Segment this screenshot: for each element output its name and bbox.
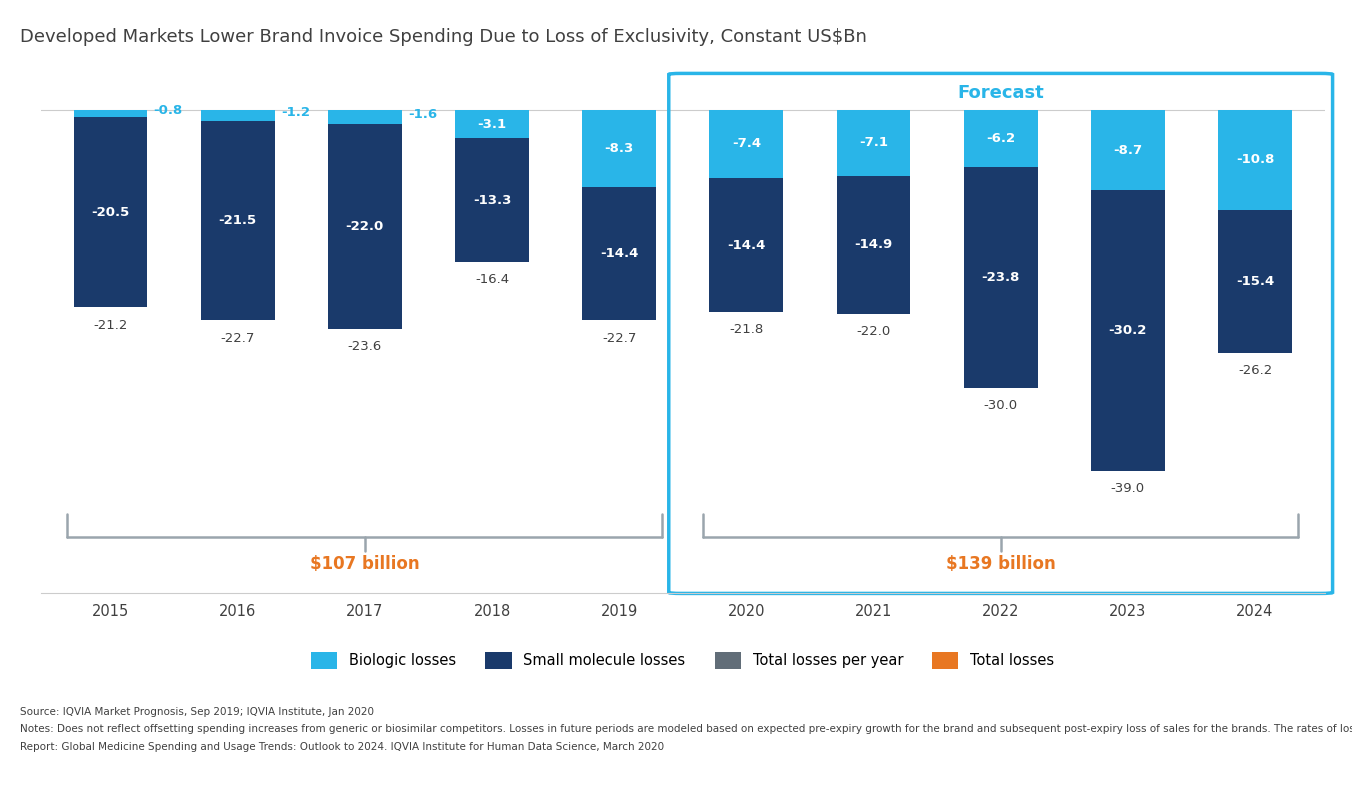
Text: -8.7: -8.7 — [1113, 144, 1142, 156]
Text: -3.1: -3.1 — [477, 118, 507, 130]
Bar — [710, 179, 783, 312]
Bar — [1218, 210, 1293, 353]
Text: -26.2: -26.2 — [1238, 364, 1272, 377]
Text: -15.4: -15.4 — [1236, 275, 1274, 288]
Text: -10.8: -10.8 — [1236, 153, 1274, 166]
Bar — [583, 110, 656, 186]
Text: -14.4: -14.4 — [600, 247, 638, 260]
Legend: Biologic losses, Small molecule losses, Total losses per year, Total losses: Biologic losses, Small molecule losses, … — [306, 645, 1060, 675]
Text: Source: IQVIA Market Prognosis, Sep 2019; IQVIA Institute, Jan 2020: Source: IQVIA Market Prognosis, Sep 2019… — [20, 707, 375, 717]
Bar — [456, 110, 529, 138]
Text: -30.2: -30.2 — [1109, 324, 1146, 337]
Bar — [1091, 190, 1164, 471]
Text: -21.2: -21.2 — [93, 318, 127, 332]
Text: -14.9: -14.9 — [854, 239, 892, 251]
Text: -21.8: -21.8 — [729, 323, 764, 337]
Bar — [201, 121, 274, 321]
Bar — [710, 110, 783, 179]
Bar — [583, 186, 656, 321]
Text: -22.0: -22.0 — [856, 325, 891, 338]
Bar — [329, 125, 402, 329]
Text: -21.5: -21.5 — [219, 214, 257, 227]
Text: -1.2: -1.2 — [281, 106, 310, 119]
Text: -30.0: -30.0 — [984, 400, 1018, 412]
Text: Notes: Does not reflect offsetting spending increases from generic or biosimilar: Notes: Does not reflect offsetting spend… — [20, 724, 1352, 735]
Text: -39.0: -39.0 — [1111, 482, 1145, 495]
Text: $107 billion: $107 billion — [310, 555, 419, 574]
Text: -22.7: -22.7 — [602, 332, 637, 344]
Text: -14.4: -14.4 — [727, 239, 765, 252]
Bar — [837, 110, 910, 175]
Text: -6.2: -6.2 — [986, 132, 1015, 145]
Bar — [456, 138, 529, 262]
Text: -23.8: -23.8 — [982, 271, 1019, 284]
Text: -16.4: -16.4 — [475, 273, 510, 286]
Text: -22.0: -22.0 — [346, 220, 384, 233]
Bar — [1091, 110, 1164, 190]
Text: -1.6: -1.6 — [408, 107, 437, 121]
Text: Developed Markets Lower Brand Invoice Spending Due to Loss of Exclusivity, Const: Developed Markets Lower Brand Invoice Sp… — [20, 28, 867, 46]
Bar — [329, 110, 402, 125]
Bar — [1218, 110, 1293, 210]
Text: -23.6: -23.6 — [347, 340, 383, 353]
Text: -7.4: -7.4 — [731, 137, 761, 150]
Bar — [964, 110, 1037, 167]
Bar — [837, 175, 910, 314]
Text: Report: Global Medicine Spending and Usage Trends: Outlook to 2024. IQVIA Instit: Report: Global Medicine Spending and Usa… — [20, 742, 664, 752]
Text: -0.8: -0.8 — [154, 104, 183, 117]
Text: -20.5: -20.5 — [92, 205, 130, 219]
Text: $139 billion: $139 billion — [946, 555, 1056, 574]
Text: Forecast: Forecast — [957, 84, 1044, 102]
Bar — [73, 110, 147, 117]
Bar — [201, 110, 274, 121]
Bar — [964, 167, 1037, 388]
Bar — [73, 117, 147, 307]
Text: -7.1: -7.1 — [859, 136, 888, 149]
Text: -22.7: -22.7 — [220, 332, 256, 344]
Text: -13.3: -13.3 — [473, 194, 511, 207]
Text: -8.3: -8.3 — [604, 141, 634, 155]
